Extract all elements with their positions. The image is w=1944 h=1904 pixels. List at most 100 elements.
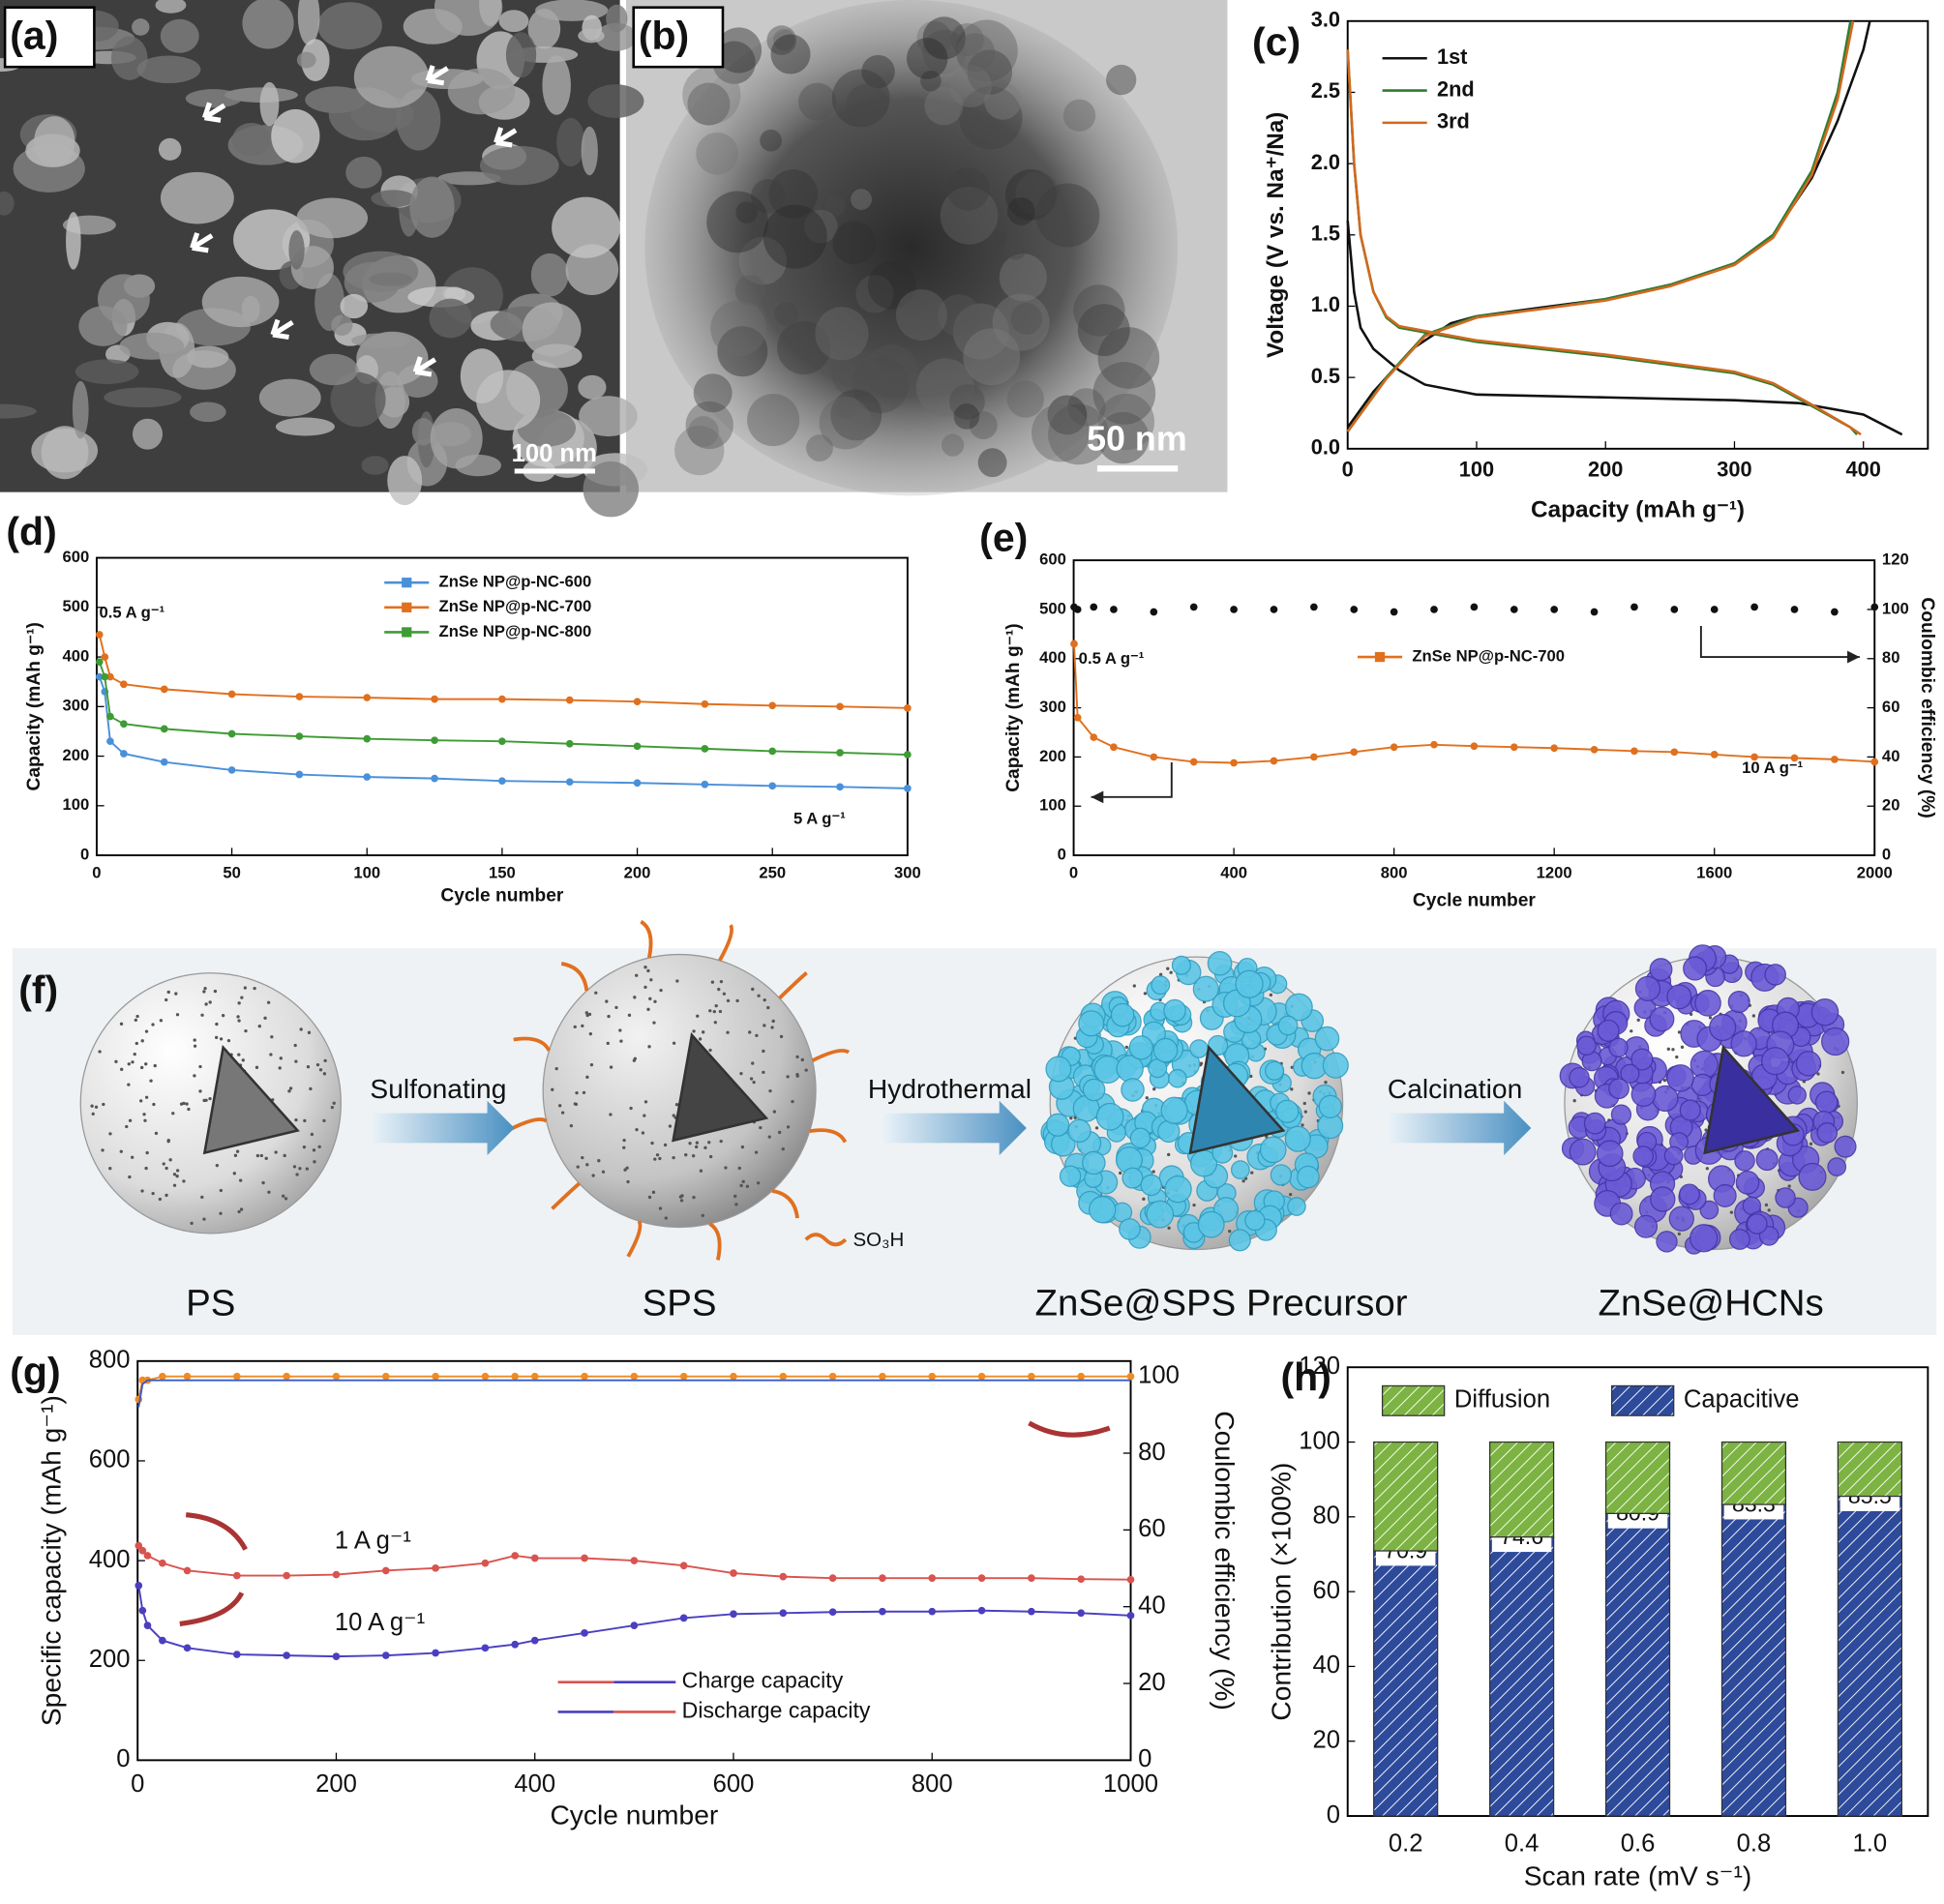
bar-segment (1720, 1503, 1787, 1817)
tem-grain (696, 132, 739, 175)
pore (200, 1195, 204, 1200)
particle (1666, 984, 1692, 1010)
pore (627, 1013, 632, 1018)
particle (1059, 1165, 1082, 1187)
particle (1287, 1197, 1306, 1216)
sem-grain (160, 171, 234, 224)
particle (1620, 1063, 1640, 1084)
data-point (332, 1570, 341, 1579)
data-point (1630, 603, 1638, 611)
pore (762, 1049, 765, 1054)
y2-tick-label: 80 (1882, 648, 1900, 667)
data-point (679, 1562, 688, 1570)
pore (714, 1003, 718, 1008)
pore (652, 1021, 656, 1025)
y-tick-label: 40 (1313, 1651, 1341, 1679)
y-tick-label: 120 (1299, 1353, 1340, 1380)
tem-grain (992, 293, 1050, 351)
pore (786, 1125, 791, 1129)
pore (213, 989, 218, 994)
tem-grain (774, 302, 799, 326)
data-point (1077, 1609, 1086, 1618)
tem-grain (977, 448, 1007, 478)
particle (1259, 1136, 1287, 1164)
tem-grain (1005, 239, 1027, 260)
annotation: 10 A g⁻¹ (1742, 759, 1803, 777)
y-tick-label: 200 (89, 1646, 131, 1673)
pore (284, 1197, 288, 1201)
data-point (159, 1636, 166, 1645)
sem-grain (556, 118, 585, 167)
y-axis-label: Specific capacity (mAh g⁻¹) (36, 1395, 67, 1726)
arrow (412, 356, 437, 377)
data-point (565, 778, 574, 787)
pore (322, 1072, 327, 1076)
pore (323, 1058, 327, 1063)
pore (294, 1118, 298, 1122)
data-point (160, 685, 168, 694)
pore (786, 1075, 790, 1079)
panel-label: (a) (10, 14, 58, 58)
data-point (928, 1372, 937, 1381)
data-point (730, 1372, 737, 1381)
pore (701, 1213, 704, 1218)
sem-grain (296, 197, 369, 239)
legend-marker (1374, 651, 1386, 663)
pore (740, 1145, 745, 1149)
pore (1132, 984, 1136, 988)
data-point (1310, 603, 1318, 611)
pore (154, 1131, 159, 1136)
particle (1230, 1160, 1250, 1180)
data-point (511, 1552, 520, 1560)
sem-grain (583, 461, 640, 518)
pore (330, 1105, 335, 1110)
particle (1649, 1006, 1675, 1032)
sem-grain (581, 126, 598, 176)
data-point (904, 751, 912, 759)
pore (239, 1207, 244, 1211)
x-tick-label: 1.0 (1853, 1830, 1888, 1857)
particle (1152, 1037, 1179, 1063)
data-point (779, 1372, 788, 1381)
tem-grain (922, 29, 968, 74)
sem-grain (479, 0, 502, 27)
legend-marker (402, 578, 412, 588)
sphere (542, 953, 817, 1229)
bar-segment (1720, 1441, 1787, 1505)
pore (166, 990, 170, 995)
particle (1632, 1145, 1655, 1167)
y-tick-label: 800 (89, 1347, 131, 1374)
sem-grain (297, 0, 320, 45)
data-point (283, 1372, 291, 1381)
data-point (977, 1372, 986, 1381)
data-point (1710, 751, 1719, 759)
data-point (227, 766, 236, 774)
pore (771, 1019, 775, 1024)
pore (1167, 1152, 1171, 1157)
pore (263, 1016, 267, 1021)
data-point (481, 1372, 490, 1381)
tem-grain (803, 209, 838, 244)
annotation: 0.5 A g⁻¹ (100, 604, 165, 622)
pore (299, 1027, 303, 1031)
pore (153, 1063, 157, 1068)
tem-grain (1004, 168, 1057, 221)
y-tick-label: 0 (80, 845, 89, 863)
tem-grain (768, 169, 819, 219)
pore (332, 1101, 336, 1105)
particle (1207, 951, 1233, 976)
pore (573, 1102, 578, 1106)
bar-segment (1488, 1441, 1555, 1538)
tem-grain (1105, 64, 1137, 96)
x-tick-label: 0 (1342, 458, 1354, 482)
tem-grain (738, 236, 788, 285)
particle (1189, 1039, 1209, 1058)
tem-grain (855, 275, 894, 313)
legend-label: ZnSe NP@p-NC-700 (439, 597, 592, 615)
particle (1678, 1183, 1700, 1205)
particle (1314, 1026, 1340, 1052)
pore (641, 1131, 645, 1135)
particle (1834, 1135, 1857, 1158)
data-point (1126, 1372, 1135, 1381)
pore (185, 1102, 189, 1106)
